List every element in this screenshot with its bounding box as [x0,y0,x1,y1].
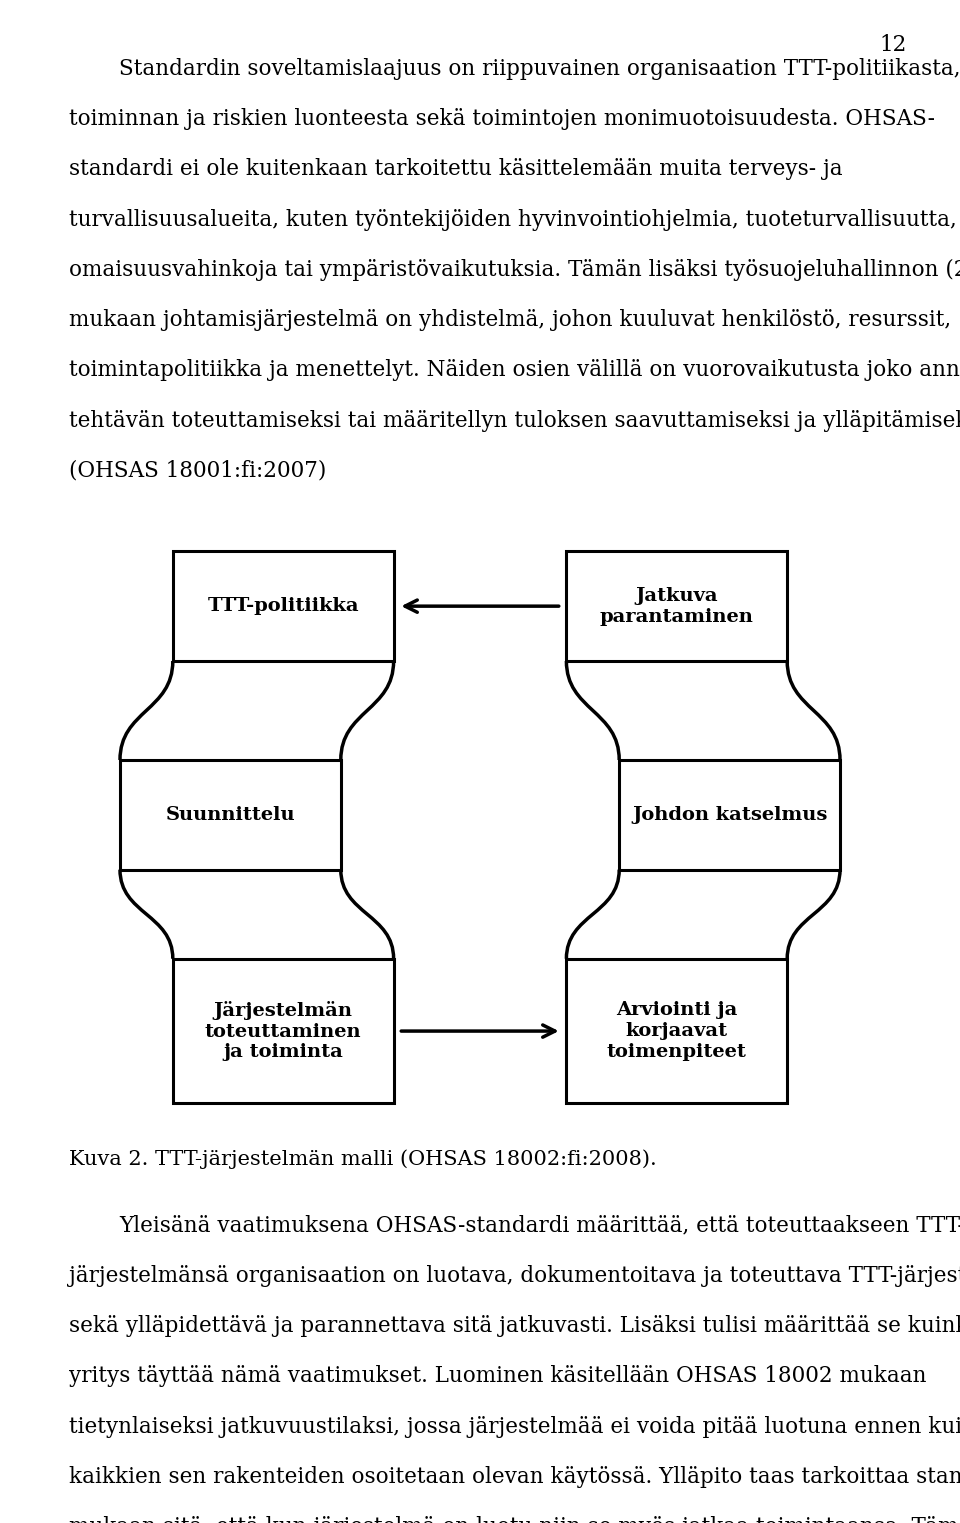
FancyBboxPatch shape [120,760,341,870]
FancyBboxPatch shape [566,551,787,661]
Text: standardi ei ole kuitenkaan tarkoitettu käsittelemään muita terveys- ja: standardi ei ole kuitenkaan tarkoitettu … [69,158,843,180]
Text: tehtävän toteuttamiseksi tai määritellyn tuloksen saavuttamiseksi ja ylläpitämis: tehtävän toteuttamiseksi tai määritellyn… [69,410,960,431]
FancyBboxPatch shape [173,959,394,1104]
Text: tietynlaiseksi jatkuvuustilaksi, jossa järjestelmää ei voida pitää luotuna ennen: tietynlaiseksi jatkuvuustilaksi, jossa j… [69,1416,960,1438]
Text: turvallisuusalueita, kuten työntekijöiden hyvinvointiohjelmia, tuoteturvallisuut: turvallisuusalueita, kuten työntekijöide… [69,209,957,230]
Text: Kuva 2. TTT-järjestelmän malli (OHSAS 18002:fi:2008).: Kuva 2. TTT-järjestelmän malli (OHSAS 18… [69,1150,657,1168]
Text: Standardin soveltamislaajuus on riippuvainen organisaation TTT-politiikasta, sen: Standardin soveltamislaajuus on riippuva… [119,58,960,79]
Text: mukaan sitä, että kun järjestelmä on luotu niin se myös jatkaa toimintaansa. Täm: mukaan sitä, että kun järjestelmä on luo… [69,1517,960,1523]
Text: (OHSAS 18001:fi:2007): (OHSAS 18001:fi:2007) [69,460,326,481]
Text: mukaan johtamisjärjestelmä on yhdistelmä, johon kuuluvat henkilöstö, resurssit,: mukaan johtamisjärjestelmä on yhdistelmä… [69,309,951,330]
Text: omaisuusvahinkoja tai ympäristövaikutuksia. Tämän lisäksi työsuojeluhallinnon (2: omaisuusvahinkoja tai ympäristövaikutuks… [69,259,960,282]
FancyBboxPatch shape [619,760,840,870]
Text: 12: 12 [879,34,907,55]
FancyBboxPatch shape [173,551,394,661]
Text: toiminnan ja riskien luonteesta sekä toimintojen monimuotoisuudesta. OHSAS-: toiminnan ja riskien luonteesta sekä toi… [69,108,935,129]
Text: Jatkuva
parantaminen: Jatkuva parantaminen [600,586,754,626]
Text: TTT-politiikka: TTT-politiikka [207,597,359,615]
Text: Järjestelmän
toteuttaminen
ja toiminta: Järjestelmän toteuttaminen ja toiminta [204,1001,362,1062]
Text: yritys täyttää nämä vaatimukset. Luominen käsitellään OHSAS 18002 mukaan: yritys täyttää nämä vaatimukset. Luomine… [69,1366,926,1387]
Text: Yleisänä vaatimuksena OHSAS-standardi määrittää, että toteuttaakseen TTT-: Yleisänä vaatimuksena OHSAS-standardi mä… [119,1215,960,1237]
Text: järjestelmänsä organisaation on luotava, dokumentoitava ja toteuttava TTT-järjes: järjestelmänsä organisaation on luotava,… [69,1266,960,1287]
Text: kaikkien sen rakenteiden osoitetaan olevan käytössä. Ylläpito taas tarkoittaa st: kaikkien sen rakenteiden osoitetaan olev… [69,1467,960,1488]
Text: Arviointi ja
korjaavat
toimenpiteet: Arviointi ja korjaavat toimenpiteet [607,1001,747,1062]
Text: Suunnittelu: Suunnittelu [165,806,296,824]
FancyBboxPatch shape [566,959,787,1104]
Text: toimintapolitiikka ja menettelyt. Näiden osien välillä on vuorovaikutusta joko a: toimintapolitiikka ja menettelyt. Näiden… [69,359,960,381]
Text: Johdon katselmus: Johdon katselmus [632,806,828,824]
Text: sekä ylläpidettävä ja parannettava sitä jatkuvasti. Lisäksi tulisi määrittää se : sekä ylläpidettävä ja parannettava sitä … [69,1316,960,1337]
